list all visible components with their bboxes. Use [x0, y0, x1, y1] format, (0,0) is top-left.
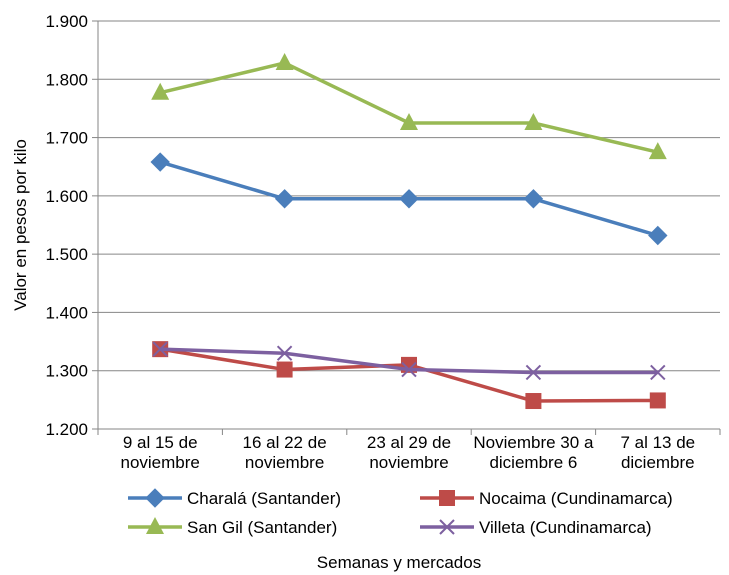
data-point: [649, 392, 666, 409]
legend-label: Charalá (Santander): [187, 489, 341, 508]
legend-item: Charalá (Santander): [128, 488, 341, 508]
x-tick-label: 16 al 22 de noviembre: [243, 433, 327, 472]
legend-item: Nocaima (Cundinamarca): [420, 489, 673, 508]
x-tick-label: Noviembre 30 a diciembre 6: [473, 433, 594, 472]
data-point: [525, 393, 542, 410]
legend-item: San Gil (Santander): [128, 517, 337, 537]
y-tick-label: 1.200: [45, 420, 88, 439]
data-point: [524, 113, 543, 130]
grid-lines: [98, 20, 720, 372]
data-point: [399, 189, 419, 209]
y-tick-label: 1.700: [45, 129, 88, 148]
series-line: [159, 61, 659, 154]
data-point: [648, 225, 668, 246]
data-point: [276, 361, 293, 378]
y-axis-label: Valor en pesos por kilo: [11, 139, 30, 311]
data-point: [150, 152, 170, 172]
legend: Charalá (Santander) Nocaima (Cundinamarca…: [128, 488, 673, 537]
x-tick-label: 23 al 29 de noviembre: [367, 433, 451, 472]
data-point: [152, 341, 168, 357]
y-tick-label: 1.500: [45, 245, 88, 264]
x-marker-stroke: [276, 345, 293, 361]
legend-swatch-marker: [439, 490, 455, 506]
data-point: [650, 364, 666, 381]
y-tick-label: 1.300: [45, 362, 88, 381]
data-point: [275, 52, 294, 70]
series-san-gil-santander: [151, 52, 667, 160]
x-marker-stroke: [650, 364, 666, 381]
x-tick-label: 7 al 13 de diciembre: [620, 433, 695, 472]
y-tick-label: 1.900: [45, 12, 88, 31]
x-tick-label: 9 al 15 de noviembre: [121, 433, 200, 472]
data-point: [525, 364, 542, 381]
data-point: [523, 189, 544, 209]
legend-label: Villeta (Cundinamarca): [479, 518, 652, 537]
x-marker-stroke: [401, 361, 417, 378]
series-charala-santander: [150, 152, 668, 246]
y-tick-labels: 1.200 1.300 1.400 1.500 1.600 1.700 1.800 1.900: [45, 12, 88, 439]
series-layer: [150, 52, 668, 410]
data-point: [648, 142, 667, 160]
data-point: [401, 361, 417, 378]
legend-label: Nocaima (Cundinamarca): [479, 489, 673, 508]
y-tick-label: 1.600: [45, 187, 88, 206]
legend-swatch-marker: [439, 519, 455, 535]
legend-item: Villeta (Cundinamarca): [420, 518, 652, 537]
series-villeta-cundinamarca: [152, 341, 666, 381]
y-tick-label: 1.800: [45, 70, 88, 89]
x-marker-stroke: [152, 341, 168, 357]
x-marker-stroke: [525, 364, 542, 381]
x-tick-labels: 9 al 15 de noviembre 16 al 22 de noviembre 2…: [121, 433, 696, 472]
x-axis-label: Semanas y mercados: [317, 553, 481, 572]
x-marker-stroke: [439, 519, 455, 535]
axes: [92, 20, 721, 435]
legend-swatch-marker: [145, 488, 165, 508]
data-point: [276, 345, 293, 361]
y-tick-label: 1.400: [45, 303, 88, 322]
legend-swatch-marker: [146, 517, 164, 534]
legend-label: San Gil (Santander): [187, 518, 337, 537]
data-point: [151, 82, 170, 100]
data-point: [400, 113, 418, 130]
data-point: [274, 189, 295, 209]
